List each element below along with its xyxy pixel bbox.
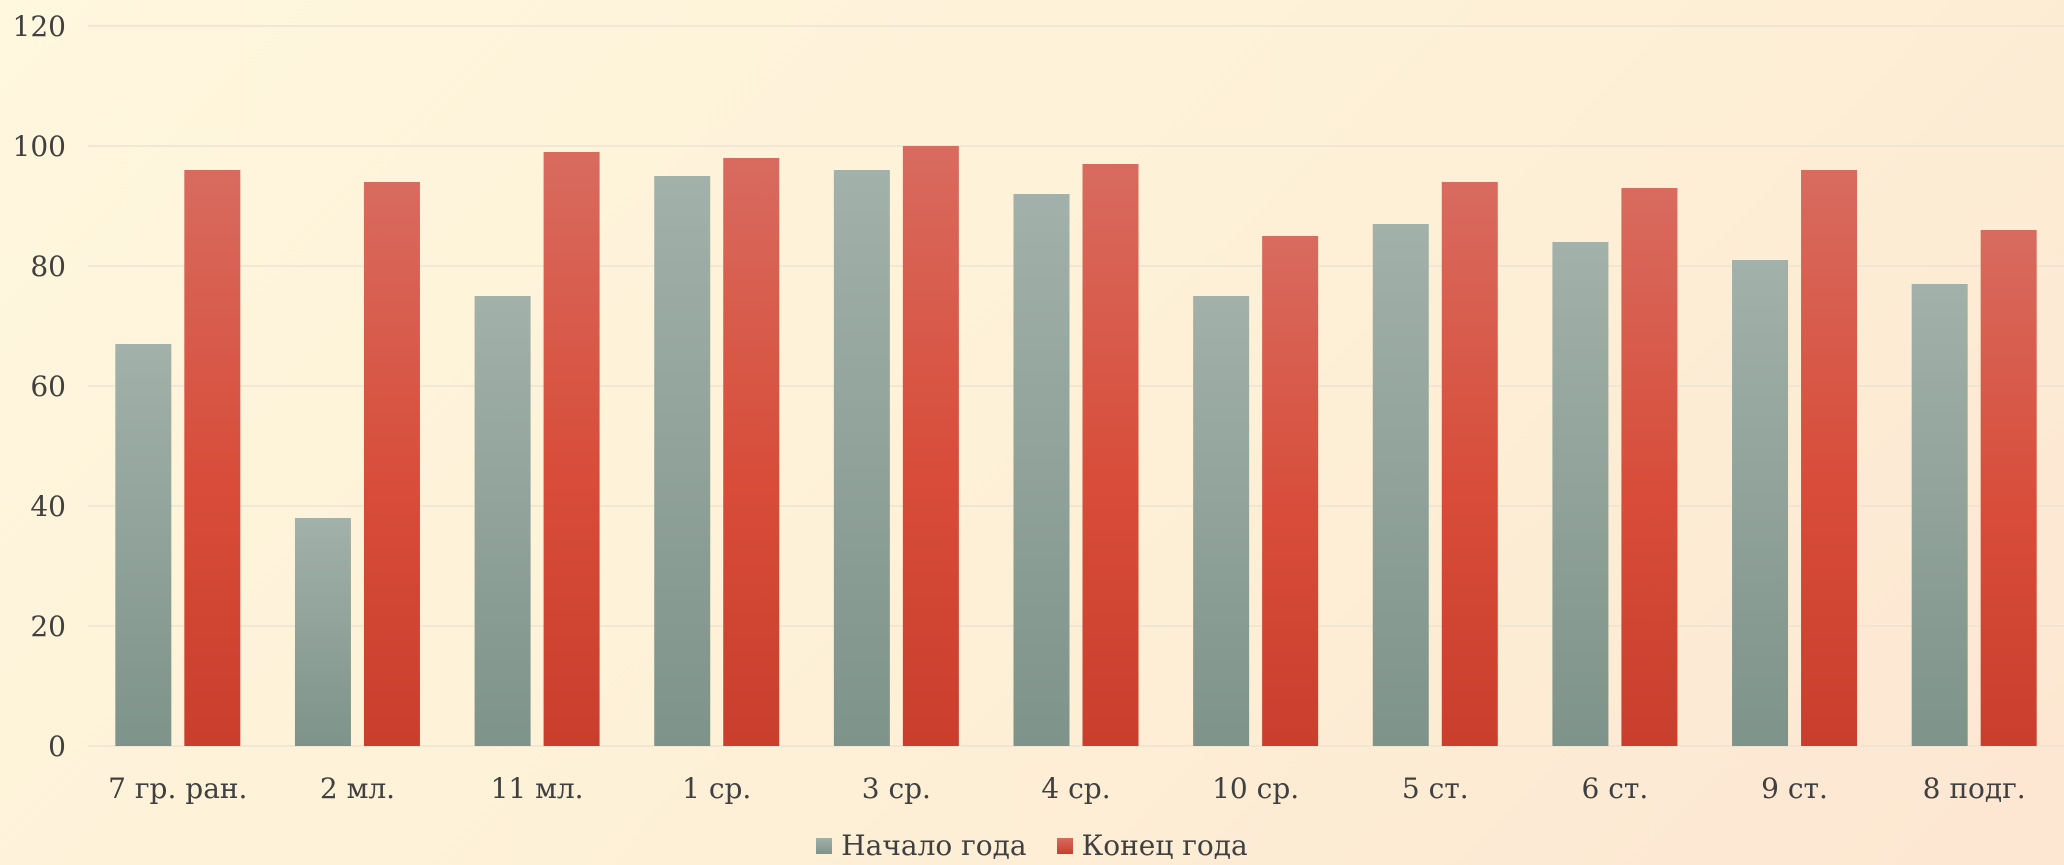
legend-label-end: Конец года <box>1081 829 1248 862</box>
y-tick-label: 120 <box>13 10 66 43</box>
x-tick-label: 1 ср. <box>682 772 751 805</box>
bar-end <box>902 146 959 746</box>
bar-end <box>1621 188 1678 746</box>
bar-start <box>115 344 172 746</box>
legend-swatch-start <box>816 837 833 854</box>
bar-start <box>474 296 531 746</box>
x-tick-label: 6 ст. <box>1582 772 1649 805</box>
y-tick-label: 20 <box>30 610 66 643</box>
bar-start <box>1193 296 1250 746</box>
y-axis-ticks: 0 20 40 60 80 100 120 <box>13 10 66 763</box>
bar-end <box>1441 182 1498 746</box>
y-tick-label: 100 <box>13 130 66 163</box>
x-tick-label: 10 ср. <box>1212 772 1299 805</box>
bar-end <box>1082 164 1139 746</box>
bar-end <box>723 158 780 746</box>
x-tick-label: 4 ср. <box>1041 772 1110 805</box>
bar-end <box>1262 236 1319 746</box>
y-tick-label: 80 <box>30 250 66 283</box>
x-tick-label: 8 подг. <box>1923 772 2026 805</box>
bar-start <box>294 518 351 746</box>
legend: Начало года Конец года <box>0 826 2064 865</box>
chart-plot: 0 20 40 60 80 100 120 7 гр. ран. 2 мл. 11 мл. 1 с… <box>13 10 2064 805</box>
x-tick-label: 7 гр. ран. <box>108 772 247 805</box>
legend-item-start: Начало года <box>816 829 1027 862</box>
bar-end <box>1801 170 1858 746</box>
legend-label-start: Начало года <box>841 829 1027 862</box>
bar-start <box>1732 260 1789 746</box>
x-tick-label: 11 мл. <box>491 772 584 805</box>
x-tick-label: 2 мл. <box>320 772 395 805</box>
y-tick-label: 60 <box>30 370 66 403</box>
bar-end <box>1980 230 2037 746</box>
bar-end <box>184 170 241 746</box>
bar-start <box>833 170 890 746</box>
bar-start <box>1911 284 1968 746</box>
bar-end <box>543 152 600 746</box>
x-axis-ticks: 7 гр. ран. 2 мл. 11 мл. 1 ср. 3 ср. 4 ср. 10 с… <box>108 772 2026 805</box>
y-tick-label: 40 <box>30 490 66 523</box>
bar-start <box>654 176 711 746</box>
bars <box>115 146 2037 746</box>
bar-start <box>1013 194 1070 746</box>
legend-item-end: Конец года <box>1056 829 1248 862</box>
legend-swatch-end <box>1056 837 1073 854</box>
x-tick-label: 5 ст. <box>1402 772 1469 805</box>
bar-end <box>363 182 420 746</box>
bar-start <box>1372 224 1429 746</box>
x-tick-label: 9 ст. <box>1761 772 1828 805</box>
y-tick-label: 0 <box>48 730 66 763</box>
bar-start <box>1552 242 1609 746</box>
x-tick-label: 3 ср. <box>862 772 931 805</box>
